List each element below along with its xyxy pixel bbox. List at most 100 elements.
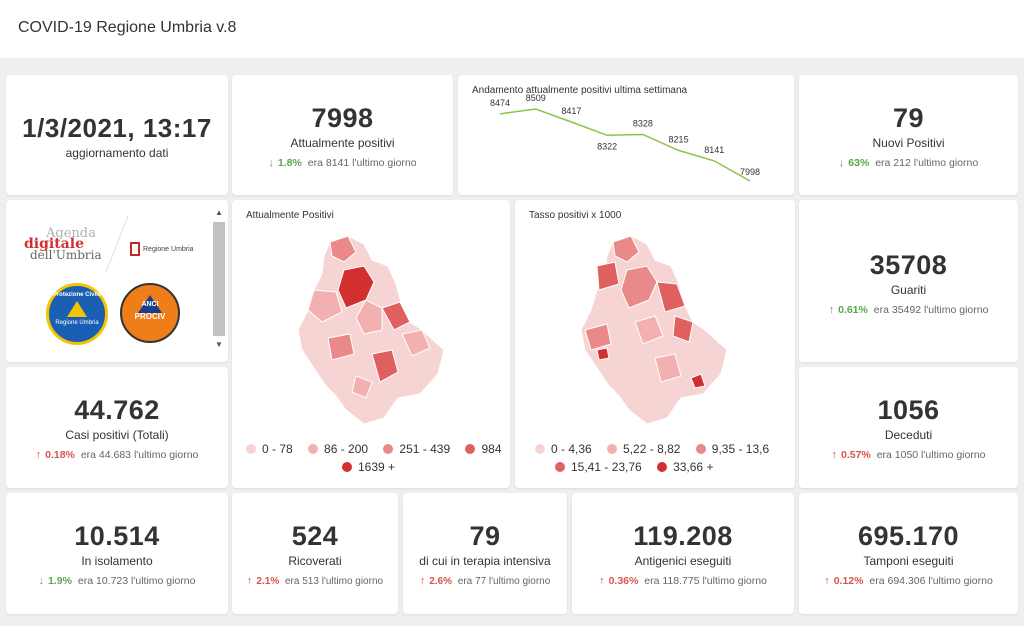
trend-data-label: 8509 bbox=[526, 93, 546, 103]
trend-line bbox=[499, 108, 751, 182]
tamponi-delta: ↑ 0.12% era 694.306 l'ultimo giorno bbox=[824, 575, 993, 587]
umbria-positivi-map[interactable] bbox=[232, 226, 510, 446]
arrow-up-icon: ↑ bbox=[419, 575, 426, 587]
positivi-value: 7998 bbox=[311, 103, 374, 133]
trend-data-label: 8417 bbox=[561, 106, 581, 116]
arrow-up-icon: ↑ bbox=[824, 575, 830, 587]
legend-dot bbox=[465, 444, 476, 454]
trend-chart: 8474 8509 8417 8322 8328 8215 8141 7998 bbox=[490, 93, 760, 182]
ricoverati-card: 524 Ricoverati ↑ 2.1% era 513 l'ultimo gi… bbox=[232, 493, 398, 614]
tamponi-value: 695.170 bbox=[857, 521, 960, 551]
scroll-up-icon[interactable]: ▲ bbox=[215, 208, 223, 217]
arrow-up-icon: ↑ bbox=[831, 449, 837, 461]
antigenici-label: Antigenici eseguiti bbox=[634, 554, 732, 568]
map1-legend: 0 - 78 86 - 200 251 - 439 984 1639 + bbox=[246, 440, 506, 476]
guariti-label: Guariti bbox=[890, 283, 927, 297]
positivi-label: Attualmente positivi bbox=[290, 136, 395, 150]
antigenici-delta: ↑ 0.36% era 118.775 l'ultimo giorno bbox=[599, 575, 767, 587]
guariti-value: 35708 bbox=[869, 250, 948, 280]
arrow-down-icon: ↓ bbox=[38, 575, 45, 587]
intensiva-label: di cui in terapia intensiva bbox=[419, 554, 551, 568]
trend-card: Andamento attualmente positivi ultima se… bbox=[458, 75, 794, 195]
trend-data-label: 8474 bbox=[490, 98, 510, 108]
casi-delta: ↑ 0.18% era 44.683 l'ultimo giorno bbox=[35, 449, 199, 461]
legend-dot bbox=[555, 462, 565, 472]
legend-item[interactable]: 33,66 + bbox=[657, 458, 713, 476]
legend-item[interactable]: 0 - 4,36 bbox=[535, 440, 592, 458]
scroll-down-icon[interactable]: ▼ bbox=[215, 340, 223, 349]
legend-item[interactable]: 9,35 - 13,6 bbox=[695, 440, 769, 458]
intensiva-card: 79 di cui in terapia intensiva ↑ 2.6% era… bbox=[403, 493, 567, 614]
nuovi-delta: ↓ 63% era 212 l'ultimo giorno bbox=[838, 157, 979, 169]
legend-item[interactable]: 1639 + bbox=[342, 458, 395, 476]
antigenici-card: 119.208 Antigenici eseguiti ↑ 0.36% era 1… bbox=[572, 493, 794, 614]
tamponi-label: Tamponi eseguiti bbox=[863, 554, 954, 568]
legend-dot bbox=[607, 444, 618, 454]
trend-data-label: 7998 bbox=[740, 167, 760, 177]
deceduti-delta: ↑ 0.57% era 1050 l'ultimo giorno bbox=[831, 449, 986, 461]
map2-legend: 0 - 4,36 5,22 - 8,82 9,35 - 13,6 15,41 -… bbox=[535, 440, 791, 476]
legend-dot bbox=[308, 444, 319, 454]
guariti-card: 35708 Guariti ↑ 0.61% era 35492 l'ultimo … bbox=[799, 200, 1018, 362]
nuovi-value: 79 bbox=[892, 103, 925, 133]
trend-data-label: 8141 bbox=[704, 145, 724, 155]
isolamento-value: 10.514 bbox=[74, 521, 160, 551]
trend-data-label: 8215 bbox=[669, 134, 689, 144]
casi-card: 44.762 Casi positivi (Totali) ↑ 0.18% era… bbox=[6, 367, 228, 488]
arrow-up-icon: ↑ bbox=[599, 575, 605, 587]
legend-dot bbox=[695, 444, 706, 454]
isolamento-delta: ↓ 1.9% era 10.723 l'ultimo giorno bbox=[38, 575, 196, 587]
anci-procv-logo[interactable]: ANCI PROCIV bbox=[120, 283, 180, 343]
intensiva-delta: ↑ 2.6% era 77 l'ultimo giorno bbox=[419, 575, 551, 587]
legend-item[interactable]: 251 - 439 bbox=[383, 440, 450, 458]
ricoverati-value: 524 bbox=[291, 521, 339, 551]
casi-value: 44.762 bbox=[74, 395, 160, 425]
legend-item[interactable]: 5,22 - 8,82 bbox=[607, 440, 680, 458]
trend-title: Andamento attualmente positivi ultima se… bbox=[472, 85, 688, 96]
agenda-digitale-logo[interactable]: Agenda digitale dell'Umbria bbox=[24, 226, 102, 262]
legend-dot bbox=[246, 444, 256, 454]
app-title: COVID-19 Regione Umbria v.8 bbox=[18, 19, 237, 36]
map1-title: Attualmente Positivi bbox=[246, 210, 334, 221]
arrow-up-icon: ↑ bbox=[35, 449, 42, 461]
deceduti-value: 1056 bbox=[877, 395, 940, 425]
positivi-delta: ↓ 1.8% era 8141 l'ultimo giorno bbox=[268, 157, 417, 169]
update-label: aggiornamento dati bbox=[65, 146, 169, 160]
nuovi-card: 79 Nuovi Positivi ↓ 63% era 212 l'ultimo … bbox=[799, 75, 1018, 195]
deceduti-label: Deceduti bbox=[884, 428, 933, 442]
pc-triangle-icon bbox=[67, 301, 87, 317]
legend-item[interactable]: 86 - 200 bbox=[308, 440, 368, 458]
map1-card: Attualmente Positivi 0 - 78 86 - 200 251… bbox=[232, 200, 510, 488]
legend-dot bbox=[383, 444, 394, 454]
legend-item[interactable]: 0 - 78 bbox=[246, 440, 293, 458]
umbria-tasso-map[interactable] bbox=[515, 226, 795, 446]
legend-dot bbox=[535, 444, 545, 454]
regione-emblem-icon bbox=[130, 242, 140, 256]
logos-card: Agenda digitale dell'Umbria Regione Umbr… bbox=[6, 200, 228, 362]
update-datetime: 1/3/2021, 13:17 bbox=[22, 113, 212, 143]
protezione-civile-logo[interactable]: Protezione Civile Regione Umbria bbox=[46, 283, 108, 345]
antigenici-value: 119.208 bbox=[633, 521, 733, 551]
arrow-down-icon: ↓ bbox=[268, 157, 274, 169]
positivi-card: 7998 Attualmente positivi ↓ 1.8% era 8141… bbox=[232, 75, 453, 195]
arrow-down-icon: ↓ bbox=[838, 157, 845, 169]
arrow-up-icon: ↑ bbox=[246, 575, 253, 587]
legend-item[interactable]: 15,41 - 23,76 bbox=[555, 458, 642, 476]
divider-line bbox=[105, 215, 129, 273]
guariti-delta: ↑ 0.61% era 35492 l'ultimo giorno bbox=[828, 304, 989, 316]
arrow-up-icon: ↑ bbox=[828, 304, 835, 316]
nuovi-label: Nuovi Positivi bbox=[872, 136, 945, 150]
update-card: 1/3/2021, 13:17 aggiornamento dati bbox=[6, 75, 228, 195]
deceduti-card: 1056 Deceduti ↑ 0.57% era 1050 l'ultimo g… bbox=[799, 367, 1018, 488]
scroll-thumb[interactable] bbox=[213, 222, 225, 336]
intensiva-value: 79 bbox=[469, 521, 501, 551]
anci-mark-icon bbox=[138, 295, 162, 313]
ricoverati-delta: ↑ 2.1% era 513 l'ultimo giorno bbox=[246, 575, 384, 587]
header-bar: COVID-19 Regione Umbria v.8 bbox=[0, 0, 1024, 58]
logos-scrollbar[interactable]: ▲ ▼ bbox=[213, 208, 225, 352]
regione-umbria-logo[interactable]: Regione Umbria bbox=[130, 242, 194, 256]
trend-data-label: 8328 bbox=[633, 119, 653, 129]
trend-data-label: 8322 bbox=[597, 141, 617, 151]
isolamento-card: 10.514 In isolamento ↓ 1.9% era 10.723 l'… bbox=[6, 493, 228, 614]
legend-item[interactable]: 984 bbox=[465, 440, 502, 458]
